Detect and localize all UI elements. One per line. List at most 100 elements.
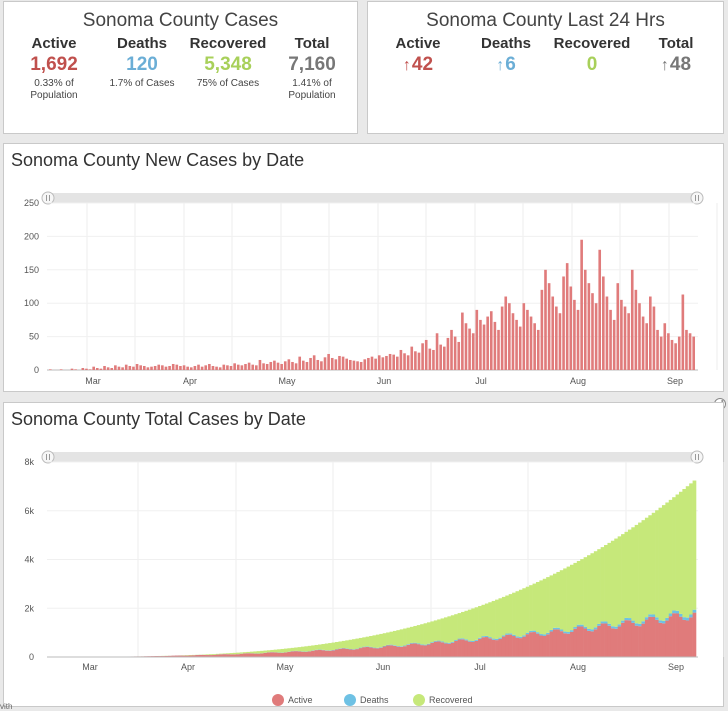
arrow-up-icon: ↑: [496, 57, 505, 74]
bar: [309, 357, 312, 370]
bar: [287, 359, 291, 370]
x-tick-label: Jun: [376, 662, 391, 672]
cases-stat-active: Active 1,692 0.33% of Population: [11, 35, 97, 102]
recovered-bar: [641, 520, 646, 622]
recovered-bar: [331, 642, 336, 650]
active-bar: [222, 654, 227, 657]
recovered-bar: [335, 642, 339, 650]
bar: [417, 352, 421, 370]
range-handle-left[interactable]: [41, 191, 55, 205]
legend-label[interactable]: Deaths: [360, 695, 389, 705]
recovered-bar: [522, 588, 527, 636]
recovered-bar: [692, 480, 697, 610]
recovered-bar: [532, 583, 537, 631]
active-bar: [661, 623, 666, 657]
recovered-bar: [277, 649, 281, 653]
active-bar: [287, 651, 292, 657]
active-bar: [634, 625, 639, 657]
active-bar: [426, 644, 431, 657]
recovered-bar: [501, 596, 506, 636]
total-cases-chart: 0 2k 4k 6k 8k Mar Apr May Jun Jul Aug Sep Active Deat…: [24, 450, 725, 706]
active-bar: [375, 648, 380, 657]
bar: [276, 362, 280, 370]
active-bar: [352, 649, 356, 657]
recovered-bar: [283, 648, 288, 653]
active-bar: [335, 649, 339, 657]
active-bar: [556, 629, 561, 657]
x-tick-label: Sep: [667, 376, 683, 386]
range-handle-left[interactable]: [41, 450, 55, 464]
deaths-bar: [372, 647, 377, 649]
active-bar: [685, 620, 690, 657]
recovered-bar: [263, 650, 268, 653]
bar: [233, 363, 236, 370]
active-bar: [423, 645, 428, 657]
deaths-bar: [624, 617, 629, 621]
legend-marker[interactable]: [413, 694, 425, 706]
active-bar: [185, 655, 189, 657]
deaths-bar: [570, 630, 574, 632]
active-bar: [692, 612, 697, 657]
deaths-bar: [617, 624, 622, 627]
legend-label[interactable]: Recovered: [429, 695, 473, 705]
active-bar: [444, 643, 448, 657]
recovered-bar: [604, 545, 608, 622]
recovered-bar: [246, 651, 251, 654]
deaths-bar: [692, 609, 697, 613]
bar: [670, 339, 674, 370]
bar: [222, 364, 226, 370]
active-bar: [198, 654, 203, 657]
x-tick-label: Jun: [377, 376, 392, 386]
cases-stat-label: Deaths: [116, 35, 168, 52]
last24-stat-label: Total: [658, 35, 694, 52]
bar: [457, 341, 461, 370]
bar: [132, 366, 135, 370]
recovered-bar: [382, 633, 387, 646]
active-bar: [484, 637, 489, 657]
active-bar: [280, 652, 285, 657]
deaths-bar: [396, 646, 401, 647]
range-handle-right[interactable]: [690, 191, 704, 205]
bar: [583, 269, 587, 370]
new-cases-chart-title: Sonoma County New Cases by Date: [11, 150, 305, 170]
last24-stat-label: Recovered: [553, 35, 631, 52]
recovered-bar: [253, 651, 258, 654]
bar: [265, 363, 269, 370]
recovered-bar: [552, 573, 557, 628]
bar: [323, 357, 327, 370]
active-bar: [246, 653, 251, 657]
deaths-bar: [522, 635, 527, 637]
recovered-bar: [423, 623, 428, 645]
active-bar: [358, 648, 363, 657]
legend-marker[interactable]: [344, 694, 356, 706]
active-bar: [430, 642, 435, 657]
legend-label[interactable]: Active: [288, 695, 313, 705]
bar: [479, 319, 482, 370]
legend-marker[interactable]: [272, 694, 284, 706]
bar: [218, 367, 222, 370]
active-bar: [583, 628, 588, 657]
deaths-bar: [631, 620, 636, 623]
bar: [204, 365, 208, 370]
deaths-bar: [481, 636, 486, 638]
recovered-bar: [471, 608, 475, 641]
bar: [298, 356, 302, 370]
active-bar: [621, 622, 625, 657]
range-handle-right[interactable]: [690, 450, 704, 464]
bar: [135, 363, 139, 370]
cases-stat-recovered: Recovered 5,348 75% of Cases: [185, 35, 271, 90]
recovered-bar: [300, 646, 305, 652]
deaths-bar: [491, 638, 496, 640]
bar: [359, 361, 363, 370]
active-bar: [495, 640, 499, 657]
active-bar: [573, 628, 578, 657]
recovered-bar: [270, 649, 275, 653]
active-bar: [590, 631, 595, 657]
x-tick-label: Mar: [82, 662, 98, 672]
deaths-bar: [552, 627, 557, 630]
deaths-bar: [505, 633, 510, 635]
active-bar: [209, 655, 213, 657]
y-tick-label: 50: [29, 332, 39, 342]
recovered-bar: [454, 614, 458, 641]
active-bar: [188, 655, 193, 657]
